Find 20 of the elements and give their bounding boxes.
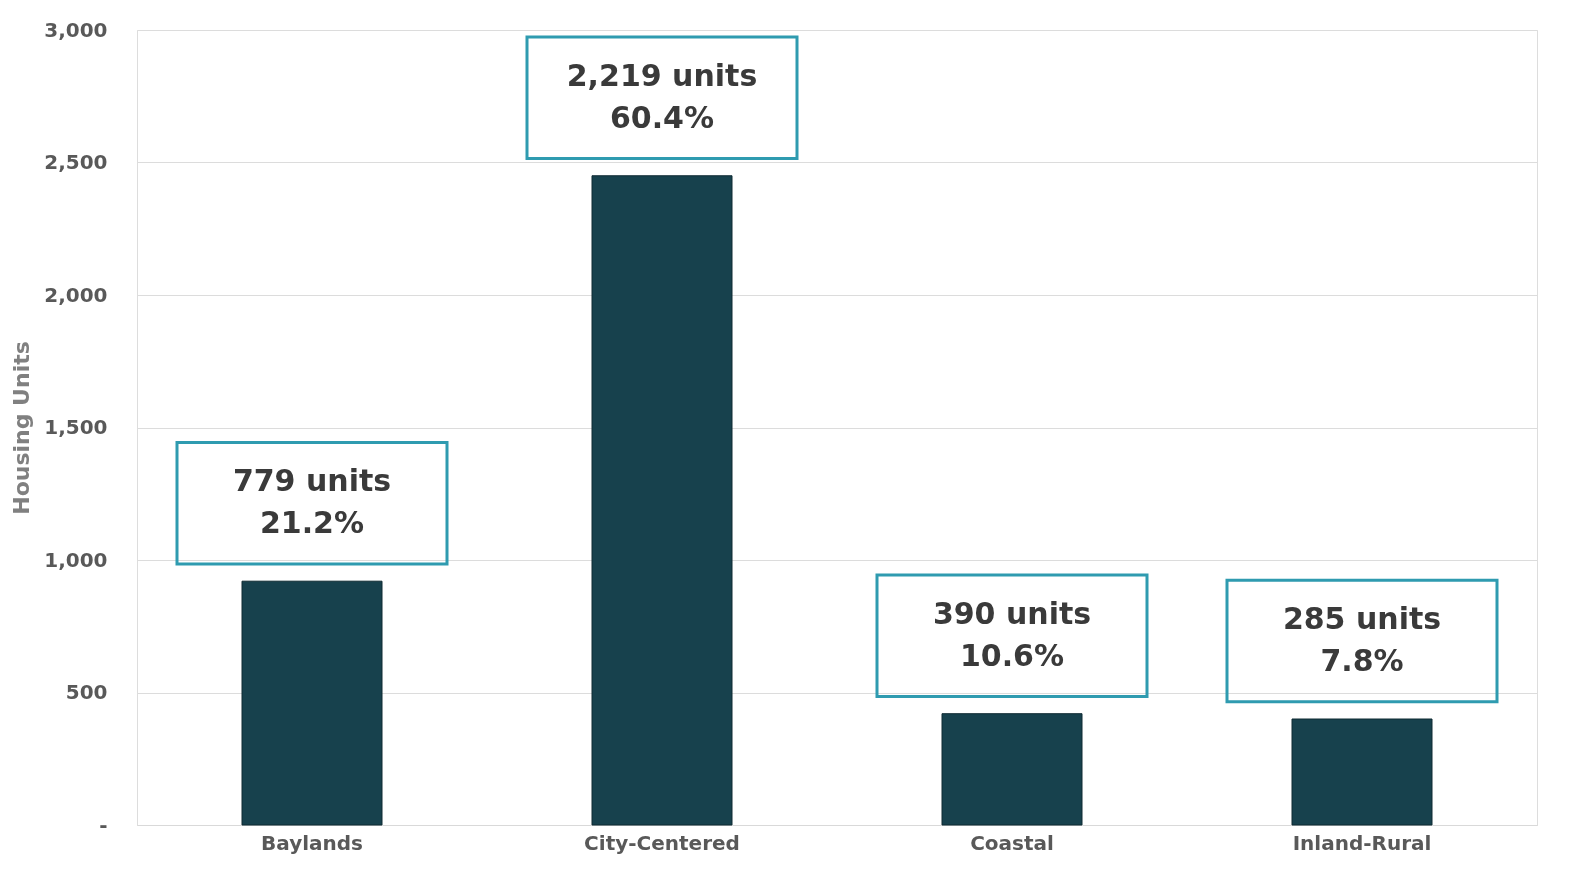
x-tick-label: Baylands bbox=[261, 830, 363, 855]
y-tick-label: 3,000 bbox=[44, 17, 108, 42]
y-tick-label: 2,500 bbox=[44, 150, 108, 174]
x-tick-label: Inland-Rural bbox=[1292, 830, 1432, 855]
x-tick-label: Coastal bbox=[970, 830, 1054, 855]
y-tick-label: - bbox=[99, 812, 108, 837]
annotation: 2,219 units 60.4% bbox=[566, 57, 758, 135]
y-tick-label: 1,500 bbox=[44, 415, 108, 439]
y-tick-label: 2,000 bbox=[44, 282, 108, 307]
y-axis-title: Housing Units bbox=[9, 341, 35, 515]
y-tick-label: 1,000 bbox=[44, 547, 108, 572]
annotation: 779 units 21.2% bbox=[232, 463, 392, 541]
annotation: 390 units 10.6% bbox=[932, 595, 1092, 673]
annotation: 285 units 7.8% bbox=[1282, 601, 1442, 678]
bar bbox=[241, 580, 383, 826]
y-tick-label: 500 bbox=[65, 680, 108, 704]
bar bbox=[591, 175, 733, 826]
bar bbox=[1291, 718, 1433, 826]
x-tick-label: City-Centered bbox=[584, 830, 740, 855]
bar bbox=[941, 713, 1083, 826]
